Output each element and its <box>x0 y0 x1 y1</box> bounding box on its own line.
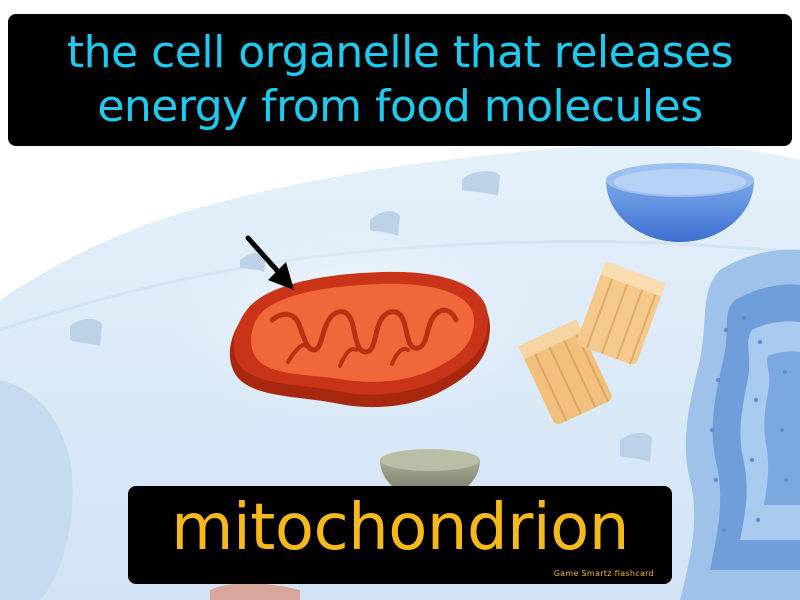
definition-line-2: energy from food molecules <box>97 81 703 132</box>
nucleus <box>680 249 800 600</box>
arrow-icon <box>245 235 294 290</box>
watermark: Game Smartz flashcard <box>553 569 654 578</box>
term-box: mitochondrion Game Smartz flashcard <box>128 486 672 584</box>
definition-box: the cell organelle that releases energy … <box>8 14 792 146</box>
term-title: mitochondrion <box>171 491 629 565</box>
definition-line-1: the cell organelle that releases <box>66 27 734 78</box>
membrane-folds <box>70 171 652 462</box>
vacuole <box>606 163 754 242</box>
mitochondrion <box>229 271 490 408</box>
centriole <box>518 261 666 425</box>
golgi-fragment <box>210 583 300 600</box>
